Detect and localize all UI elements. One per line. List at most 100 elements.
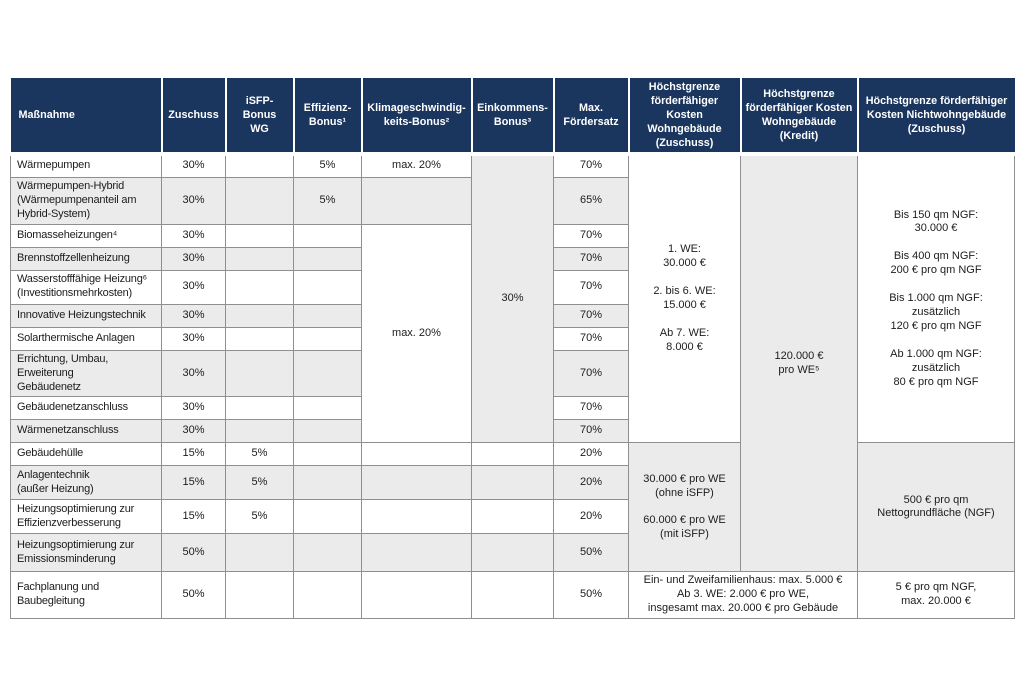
- value-cell: 30%: [161, 269, 226, 305]
- value-cell: [225, 246, 294, 271]
- table-row: Innovative Heizungstechnik 30% 70%: [10, 303, 1015, 328]
- table-row: Fachplanung und Baubegleitung 50% 50% Ein- …: [10, 571, 1015, 620]
- value-cell: 50%: [553, 571, 629, 620]
- value-cell: [225, 303, 294, 328]
- value-cell: 70%: [553, 303, 629, 328]
- column-header: Klimageschwindig- keits-Bonus²: [360, 78, 472, 157]
- value-cell: [225, 533, 294, 573]
- column-header: Max. Fördersatz: [552, 78, 629, 157]
- table-row: Wärmepumpen 30% 5% max. 20% 30% 70% 1. WE: 30.…: [10, 153, 1015, 573]
- table-row: Gebäudenetzanschluss 30% 70%: [10, 396, 1015, 421]
- column-header: Höchstgrenze förderfähiger Kosten Wohnge…: [627, 78, 741, 157]
- table-row: Heizungsoptimierung zur Effizienzverbess…: [10, 499, 1015, 535]
- measure-label-cell: Wasserstofffähige Heizung⁶ (Investitions…: [10, 269, 162, 305]
- value-cell: [471, 442, 554, 467]
- value-cell: [361, 465, 472, 501]
- value-cell: 30%: [161, 303, 226, 328]
- column-header: Einkommens- Bonus³: [470, 78, 554, 157]
- value-cell: 70%: [553, 246, 629, 271]
- measure-label-cell: Biomasseheizungen⁴: [10, 223, 162, 248]
- value-cell: 30%: [161, 246, 226, 271]
- value-cell: 70%: [553, 326, 629, 351]
- value-cell: 5%: [225, 499, 294, 535]
- value-cell: [361, 571, 472, 620]
- value-cell: [225, 571, 294, 620]
- value-cell: 5%: [293, 153, 362, 178]
- value-cell: [361, 499, 472, 535]
- column-header: iSFP- Bonus WG: [224, 78, 294, 157]
- column-header: Effizienz- Bonus¹: [292, 78, 362, 157]
- value-cell: 30%: [161, 223, 226, 248]
- table-row: Gebäudehülle 15% 5% 20% 30.000 € pro WE (ohn…: [10, 442, 1015, 573]
- measure-label-cell: Fachplanung und Baubegleitung: [10, 571, 162, 620]
- value-cell: 30%: [161, 349, 226, 398]
- measure-label-cell: Wärmepumpen-Hybrid (Wärmepumpenanteil am…: [10, 176, 162, 225]
- table-row: Errichtung, Umbau, Erweiterung Gebäudene…: [10, 349, 1015, 398]
- limit-cell: 120.000 € pro WE⁵: [740, 153, 858, 573]
- limit-cell: Ein- und Zweifamilienhaus: max. 5.000 € …: [628, 571, 858, 620]
- value-cell: 20%: [553, 442, 629, 467]
- value-cell: 70%: [553, 269, 629, 305]
- value-cell: 65%: [553, 176, 629, 225]
- measure-label-cell: Wärmepumpen: [10, 153, 162, 178]
- value-cell: [361, 442, 472, 467]
- limit-cell: 30.000 € pro WE (ohne iSFP) 60.000 € pro…: [628, 442, 741, 573]
- measure-label-cell: Heizungsoptimierung zur Emissionsminderu…: [10, 533, 162, 573]
- value-cell: 30%: [161, 153, 226, 178]
- value-cell: 30%: [161, 176, 226, 225]
- value-cell: 15%: [161, 465, 226, 501]
- value-cell: 50%: [553, 533, 629, 573]
- measure-label-cell: Innovative Heizungstechnik: [10, 303, 162, 328]
- measure-label-cell: Wärmenetzanschluss: [10, 419, 162, 444]
- value-cell: [471, 571, 554, 620]
- table-row: Heizungsoptimierung zur Emissionsminderu…: [10, 533, 1015, 573]
- value-cell: 15%: [161, 442, 226, 467]
- value-cell: [225, 349, 294, 398]
- value-cell: [361, 533, 472, 573]
- measure-label-cell: Gebäudenetzanschluss: [10, 396, 162, 421]
- limit-cell: 30%: [471, 153, 554, 444]
- value-cell: [225, 153, 294, 178]
- value-cell: [293, 442, 362, 467]
- value-cell: 70%: [553, 396, 629, 421]
- limit-cell: 1. WE: 30.000 € 2. bis 6. WE: 15.000 € A…: [628, 153, 741, 444]
- limit-cell: max. 20%: [361, 223, 472, 444]
- value-cell: [293, 269, 362, 305]
- measure-label-cell: Heizungsoptimierung zur Effizienzverbess…: [10, 499, 162, 535]
- value-cell: [225, 326, 294, 351]
- funding-table-container: Maßnahme Zuschuss iSFP- Bonus WG Effizienz-…: [10, 78, 1015, 620]
- table-row: Anlagentechnik (außer Heizung) 15% 5% 20%: [10, 465, 1015, 501]
- value-cell: 30%: [161, 326, 226, 351]
- value-cell: [225, 223, 294, 248]
- value-cell: [293, 223, 362, 248]
- limit-cell: Bis 150 qm NGF: 30.000 € Bis 400 qm NGF:…: [857, 153, 1015, 444]
- value-cell: 30%: [161, 396, 226, 421]
- table-row: Wärmenetzanschluss 30% 70%: [10, 419, 1015, 444]
- value-cell: [293, 349, 362, 398]
- value-cell: [471, 533, 554, 573]
- value-cell: [293, 571, 362, 620]
- value-cell: [293, 246, 362, 271]
- value-cell: [225, 419, 294, 444]
- table-row: Biomasseheizungen⁴ 30% max. 20% 70%: [10, 223, 1015, 444]
- table-row: Wasserstofffähige Heizung⁶ (Investitions…: [10, 269, 1015, 305]
- measure-label-cell: Errichtung, Umbau, Erweiterung Gebäudene…: [10, 349, 162, 398]
- value-cell: [293, 533, 362, 573]
- value-cell: [293, 419, 362, 444]
- value-cell: max. 20%: [361, 153, 472, 178]
- value-cell: 5%: [225, 465, 294, 501]
- column-header: Höchstgrenze förderfähiger Kosten Nichtw…: [856, 78, 1015, 157]
- column-header: Zuschuss: [160, 78, 226, 157]
- value-cell: 50%: [161, 571, 226, 620]
- table-row: Solarthermische Anlagen 30% 70%: [10, 326, 1015, 351]
- value-cell: 20%: [553, 499, 629, 535]
- value-cell: 5%: [293, 176, 362, 225]
- value-cell: 5 € pro qm NGF, max. 20.000 €: [857, 571, 1015, 620]
- value-cell: 70%: [553, 349, 629, 398]
- value-cell: [225, 269, 294, 305]
- value-cell: [361, 176, 472, 225]
- value-cell: [293, 499, 362, 535]
- column-header: Höchstgrenze förderfähiger Kosten Wohnge…: [739, 78, 858, 157]
- value-cell: 70%: [553, 419, 629, 444]
